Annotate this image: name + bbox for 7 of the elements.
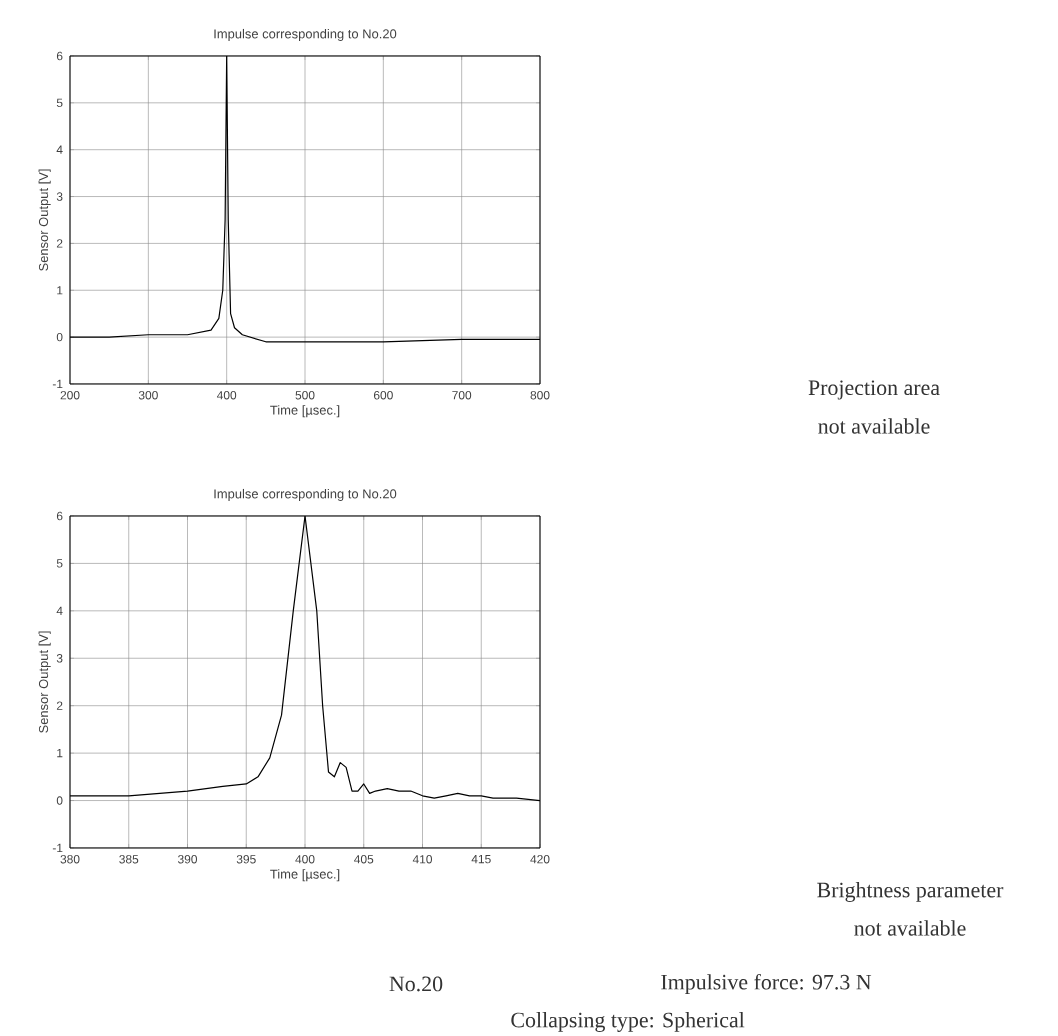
text: not available [854,920,966,936]
text: No.20 [389,976,443,992]
text: Impulsive force: 97.3 N [661,973,872,995]
text: Projection area [808,380,940,400]
text: Collapsing type: Spherical [511,1012,745,1032]
text: Brightness parameter [817,882,1004,902]
text: not available [818,418,930,434]
